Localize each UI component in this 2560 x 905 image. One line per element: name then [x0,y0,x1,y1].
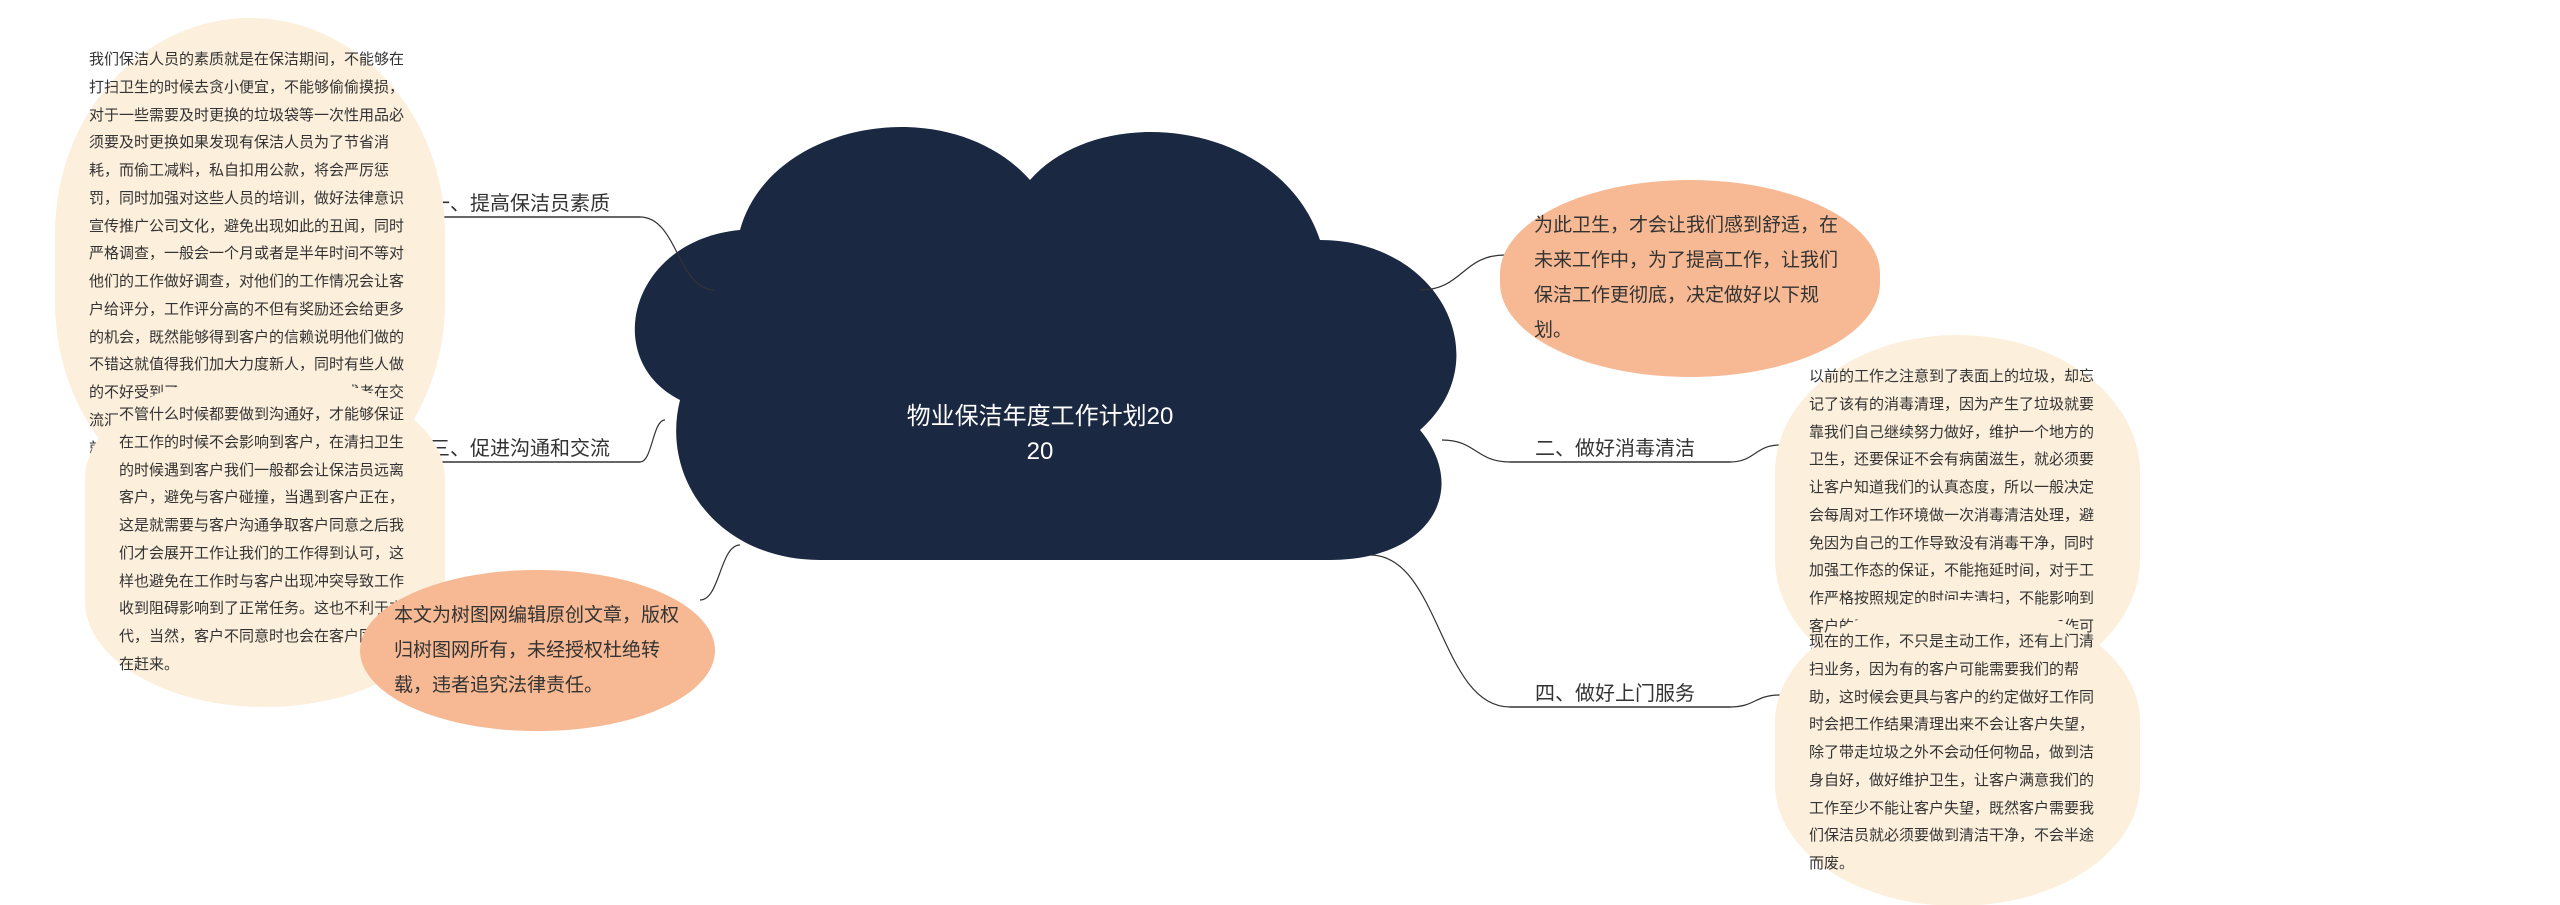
leaf-connector [1730,445,1780,462]
leaf-connector [700,545,740,600]
branch-connector [1442,440,1510,462]
leaf-bubble: 为此卫生，才会让我们感到舒适，在未来工作中，为了提高工作，让我们保洁工作更彻底，… [1500,180,1880,377]
leaf-connector [1420,255,1505,290]
branch-connector [640,420,665,462]
center-cloud [635,127,1457,560]
branch-label: 二、做好消毒清洁 [1535,432,1695,461]
leaf-text: 现在的工作，不只是主动工作，还有上门清扫业务，因为有的客户可能需要我们的帮助，这… [1809,628,2106,878]
leaf-connector [1730,695,1780,707]
leaf-text: 为此卫生，才会让我们感到舒适，在未来工作中，为了提高工作，让我们保洁工作更彻底，… [1534,208,1846,349]
leaf-bubble: 本文为树图网编辑原创文章，版权归树图网所有，未经授权杜绝转载，违者追究法律责任。 [360,570,715,731]
branch-label: 四、做好上门服务 [1535,677,1695,706]
mindmap-stage: 物业保洁年度工作计划2020 一、提高保洁员素质三、促进沟通和交流 二、做好消毒清… [0,0,2560,905]
leaf-text: 本文为树图网编辑原创文章，版权归树图网所有，未经授权杜绝转载，违者追究法律责任。 [394,598,681,703]
branch-label: 一、提高保洁员素质 [430,187,610,216]
leaf-bubble: 现在的工作，不只是主动工作，还有上门清扫业务，因为有的客户可能需要我们的帮助，这… [1775,600,2140,905]
branch-connector [1370,555,1510,707]
branch-label: 三、促进沟通和交流 [430,432,610,461]
center-title: 物业保洁年度工作计划2020 [900,400,1180,470]
branch-connector [640,217,715,290]
